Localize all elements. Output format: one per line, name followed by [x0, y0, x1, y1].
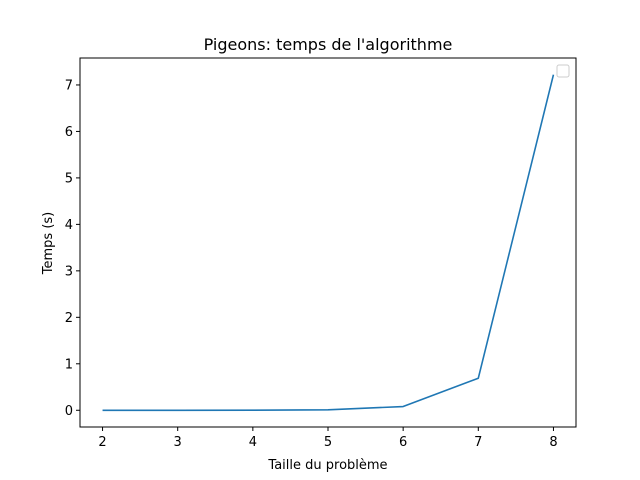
x-tick-label: 4	[249, 435, 257, 450]
x-tick-label: 3	[174, 435, 182, 450]
y-tick-label: 0	[65, 404, 73, 419]
x-tick-label: 5	[324, 435, 332, 450]
y-tick-label: 3	[65, 264, 73, 279]
y-tick-label: 5	[65, 171, 73, 186]
y-axis-title: Temps (s)	[41, 212, 56, 275]
y-tick-label: 4	[65, 218, 73, 233]
x-tick-label: 6	[399, 435, 407, 450]
chart-title: Pigeons: temps de l'algorithme	[204, 35, 453, 54]
y-tick-label: 7	[65, 78, 73, 93]
x-axis-title: Taille du problème	[267, 458, 387, 473]
y-tick-label: 1	[65, 357, 73, 372]
x-tick-label: 2	[98, 435, 106, 450]
y-tick-label: 6	[65, 125, 73, 140]
x-tick-label: 8	[549, 435, 557, 450]
legend-box	[556, 64, 570, 78]
x-tick-label: 7	[474, 435, 482, 450]
y-tick-label: 2	[65, 311, 73, 326]
series-line-0	[102, 74, 555, 412]
plot-area: 2 3 4 5 6 7 8 0 1 2 3 4 5 6 7	[65, 57, 577, 450]
